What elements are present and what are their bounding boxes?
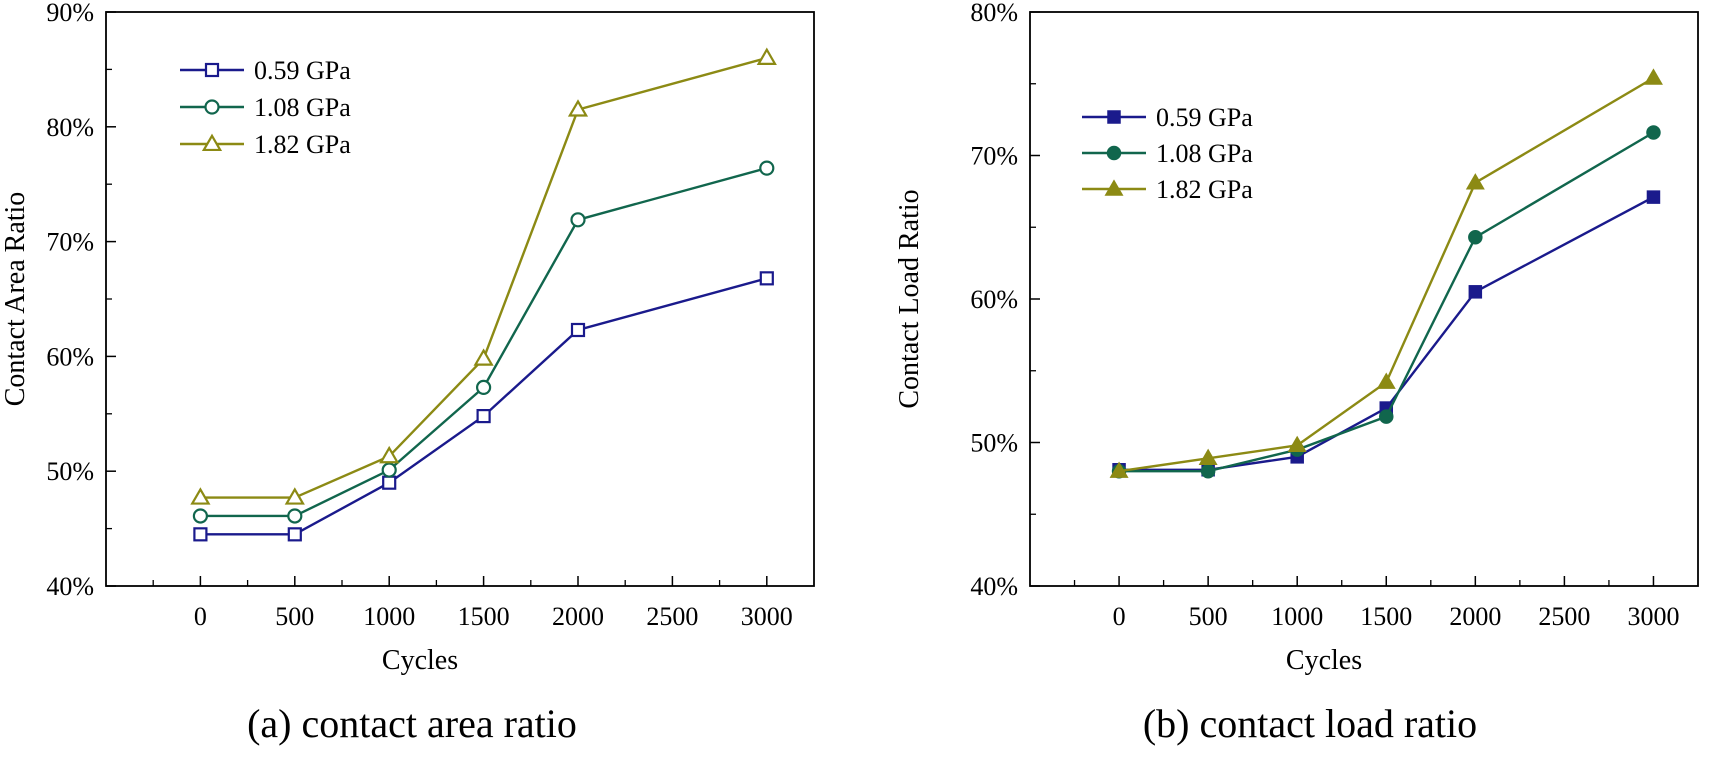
- data-point: [570, 322, 586, 338]
- panel-caption: (b) contact load ratio: [1143, 701, 1477, 746]
- legend-marker: [204, 62, 220, 78]
- legend-label: 1.08 GPa: [254, 93, 351, 122]
- data-point: [1468, 230, 1483, 245]
- y-tick-label: 90%: [46, 0, 94, 27]
- data-point: [1287, 435, 1307, 453]
- data-point: [473, 348, 494, 366]
- data-point: [476, 408, 491, 424]
- series-line: [1118, 76, 1655, 473]
- data-point: [756, 47, 777, 65]
- legend: 0.59 GPa 1.08 GPa 1.82 GPa: [1082, 103, 1253, 204]
- x-tick-label: 3000: [741, 602, 793, 631]
- y-tick-label: 60%: [970, 285, 1018, 314]
- data-point: [1200, 463, 1216, 479]
- y-tick-label: 70%: [46, 228, 94, 257]
- series-1-82-gpa: [190, 47, 777, 505]
- data-point: [1468, 285, 1483, 299]
- series-1-08-gpa: [192, 160, 775, 524]
- y-tick-label: 80%: [970, 0, 1018, 27]
- data-point: [287, 508, 303, 524]
- series-line: [1119, 196, 1655, 471]
- x-tick-label: 2000: [1449, 602, 1501, 631]
- series-line: [200, 56, 768, 499]
- data-point: [1198, 448, 1218, 465]
- x-tick-label: 0: [1113, 602, 1126, 631]
- series-line: [1119, 131, 1655, 473]
- data-point: [1646, 190, 1661, 204]
- data-point: [1643, 68, 1663, 85]
- y-tick-label: 70%: [970, 142, 1018, 171]
- data-point: [379, 445, 400, 464]
- x-tick-label: 1000: [1271, 602, 1323, 631]
- data-point: [192, 508, 208, 524]
- x-tick-label: 1500: [1360, 602, 1412, 631]
- legend-label: 1.08 GPa: [1156, 139, 1253, 168]
- legend-label: 0.59 GPa: [254, 56, 351, 85]
- series-1-82-gpa: [1109, 68, 1663, 478]
- legend-marker: [1104, 179, 1124, 196]
- data-point: [1109, 461, 1129, 478]
- data-point: [193, 527, 208, 542]
- data-point: [381, 462, 397, 478]
- panel-caption: (a) contact area ratio: [247, 701, 577, 746]
- y-tick-label: 50%: [46, 457, 94, 486]
- x-tick-label: 500: [1189, 602, 1228, 631]
- legend-marker: [204, 99, 220, 115]
- data-point: [1376, 372, 1396, 389]
- data-point: [476, 379, 492, 395]
- plot-frame: [105, 11, 815, 587]
- x-tick-label: 500: [275, 602, 314, 631]
- data-point: [1465, 173, 1485, 190]
- series-0-59-gpa: [1112, 190, 1661, 477]
- data-point: [190, 487, 211, 505]
- y-tick-label: 40%: [970, 572, 1018, 601]
- y-tick-label: 50%: [970, 429, 1018, 458]
- x-tick-label: 3000: [1627, 602, 1679, 631]
- legend-label: 1.82 GPa: [254, 130, 351, 159]
- x-tick-label: 1500: [458, 602, 510, 631]
- data-point: [567, 99, 589, 117]
- legend-marker: [201, 133, 223, 152]
- legend-label: 1.82 GPa: [1156, 175, 1253, 204]
- data-point: [570, 212, 586, 228]
- y-axis-title: Contact Load Ratio: [894, 189, 925, 408]
- legend: 0.59 GPa 1.08 GPa 1.82 GPa: [180, 56, 351, 159]
- series-0-59-gpa: [193, 271, 774, 542]
- chart-panel-2: 40% 50% 60% 70% 80% 0 500 1000 1500 2000 2500 3000 C…: [894, 0, 1699, 746]
- y-axis-title: Contact Area Ratio: [0, 192, 31, 407]
- data-point: [1646, 125, 1661, 140]
- legend-marker: [1107, 110, 1121, 124]
- data-point: [1379, 409, 1394, 424]
- x-tick-label: 1000: [363, 602, 415, 631]
- data-point: [759, 271, 774, 286]
- legend-label: 0.59 GPa: [1156, 103, 1253, 132]
- x-tick-label: 0: [194, 602, 207, 631]
- x-axis-title: Cycles: [1286, 645, 1362, 676]
- x-tick-label: 2500: [1538, 602, 1590, 631]
- series-line: [200, 277, 768, 536]
- data-point: [382, 475, 397, 490]
- chart-panel-1: 40% 50% 60% 70% 80% 90% 0 500 1000 1500 2000 2500 30…: [0, 0, 815, 746]
- x-axis-title: Cycles: [382, 645, 458, 676]
- legend-marker: [1106, 145, 1122, 161]
- data-point: [284, 487, 305, 505]
- y-tick-label: 80%: [46, 113, 94, 142]
- series-line: [200, 166, 768, 518]
- y-tick-label: 60%: [46, 342, 94, 371]
- data-point: [759, 160, 775, 176]
- x-tick-label: 2500: [646, 602, 698, 631]
- data-point: [287, 527, 302, 542]
- plot-frame: [1029, 11, 1699, 587]
- x-tick-label: 2000: [552, 602, 604, 631]
- y-tick-label: 40%: [46, 572, 94, 601]
